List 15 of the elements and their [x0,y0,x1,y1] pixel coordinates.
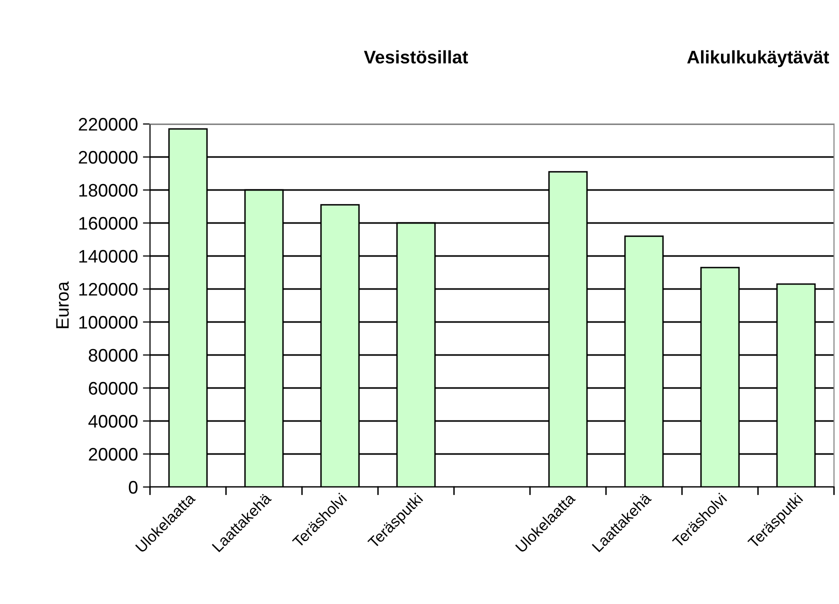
text: Vesistösillat [364,50,468,64]
y-tick-label: 20000 [88,448,138,461]
y-tick-label: 220000 [78,118,138,131]
y-tick-label: 200000 [78,150,138,164]
y-tick-label: 180000 [79,184,138,197]
y-tick-label: 80000 [88,348,138,362]
y-tick-label: 160000 [79,216,138,230]
y-tick-label: 100000 [79,316,138,329]
y-tick-label: 40000 [88,414,138,428]
y-axis-title: Euroa [56,281,69,328]
text: Alikulkukäytävät [687,50,830,68]
y-tick-label: 60000 [88,382,138,395]
y-tick-label: 140000 [79,250,138,263]
y-tick-label: 0 [128,480,138,494]
y-tick-label: 120000 [79,282,138,296]
